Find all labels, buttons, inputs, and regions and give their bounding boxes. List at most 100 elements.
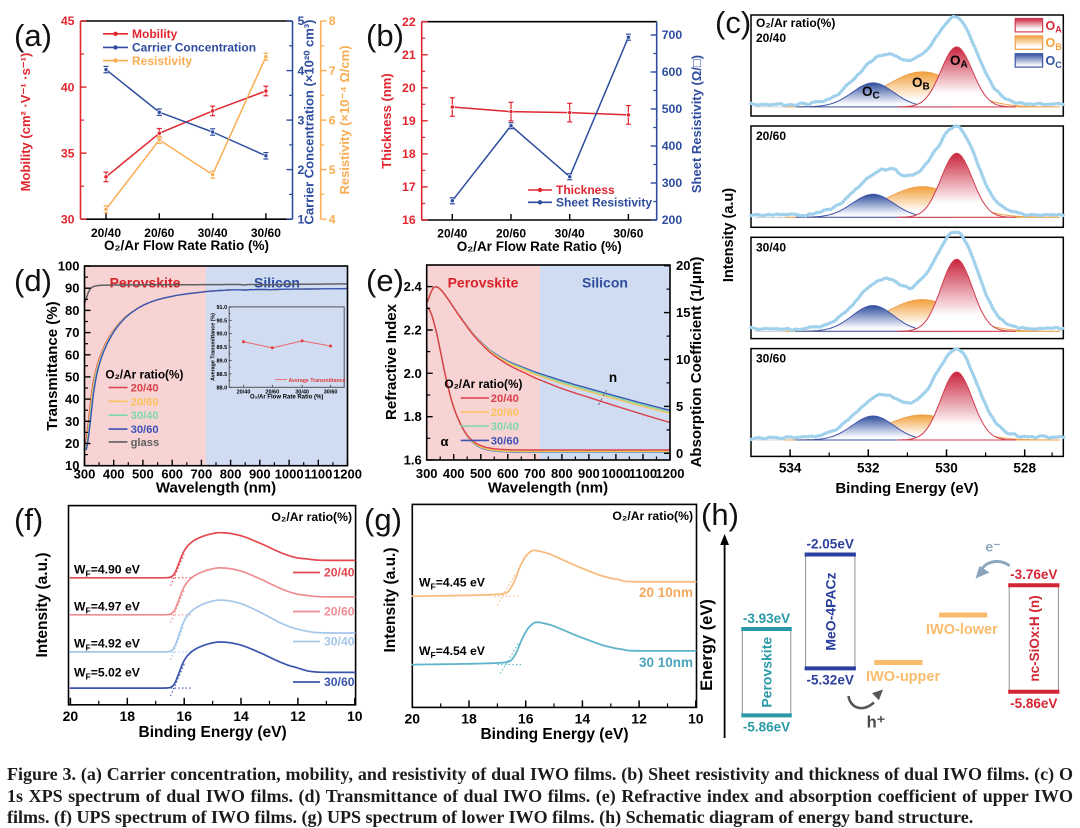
svg-text:O₂/Ar Flow Rate Ratio (%): O₂/Ar Flow Rate Ratio (%) — [104, 238, 269, 253]
svg-text:20/60: 20/60 — [131, 396, 159, 408]
svg-text:400: 400 — [443, 466, 465, 481]
svg-text:20: 20 — [676, 258, 690, 273]
svg-text:12: 12 — [290, 708, 306, 724]
svg-text:(f): (f) — [14, 502, 43, 537]
svg-text:Thickness (nm): Thickness (nm) — [379, 73, 394, 168]
svg-text:18: 18 — [461, 710, 477, 726]
svg-text:10: 10 — [65, 458, 79, 473]
svg-text:0: 0 — [676, 446, 683, 461]
svg-text:20: 20 — [402, 81, 416, 95]
svg-text:α: α — [441, 434, 449, 449]
svg-text:20/40: 20/40 — [491, 393, 519, 405]
svg-text:2.0: 2.0 — [404, 366, 422, 381]
svg-text:e⁻: e⁻ — [985, 539, 1000, 555]
svg-text:90.5: 90.5 — [216, 318, 227, 324]
svg-text:Mobility (cm² ·V⁻¹ ·s⁻¹): Mobility (cm² ·V⁻¹ ·s⁻¹) — [18, 53, 33, 192]
svg-text:700: 700 — [662, 28, 683, 42]
svg-text:10: 10 — [347, 708, 363, 724]
svg-text:2: 2 — [298, 163, 305, 177]
svg-text:-5.86eV: -5.86eV — [743, 719, 790, 734]
svg-text:700: 700 — [191, 466, 213, 481]
svg-text:Resistivity: Resistivity — [132, 54, 192, 68]
svg-text:35: 35 — [61, 146, 75, 160]
svg-text:Thickness: Thickness — [556, 183, 615, 197]
svg-text:30/40: 30/40 — [756, 240, 786, 254]
svg-text:500: 500 — [662, 102, 683, 116]
svg-text:1200: 1200 — [333, 466, 362, 481]
svg-text:14: 14 — [233, 708, 249, 724]
svg-text:20: 20 — [405, 710, 421, 726]
svg-text:(g): (g) — [364, 502, 402, 537]
svg-text:30 10nm: 30 10nm — [639, 655, 693, 670]
svg-text:nc-SiOx:H (n): nc-SiOx:H (n) — [1027, 595, 1042, 681]
svg-text:534: 534 — [779, 460, 802, 475]
svg-text:528: 528 — [1013, 460, 1036, 475]
svg-text:-3.76eV: -3.76eV — [1010, 567, 1057, 582]
svg-text:IWO-lower: IWO-lower — [926, 622, 998, 638]
svg-text:Binding Energy (eV): Binding Energy (eV) — [480, 726, 628, 743]
svg-text:WF=4.92 eV: WF=4.92 eV — [74, 637, 141, 653]
svg-text:Perovskite: Perovskite — [110, 275, 181, 291]
svg-text:1.8: 1.8 — [404, 409, 422, 424]
svg-text:O₂/Ar ratio(%): O₂/Ar ratio(%) — [612, 509, 693, 523]
svg-text:17: 17 — [402, 180, 416, 194]
svg-text:800: 800 — [220, 466, 242, 481]
svg-text:Carrier Concentration (×10²⁰ c: Carrier Concentration (×10²⁰ cm³) — [302, 20, 317, 225]
svg-text:15: 15 — [676, 305, 690, 320]
svg-text:-3.93eV: -3.93eV — [743, 611, 790, 626]
svg-text:4: 4 — [298, 64, 305, 78]
svg-text:20/40: 20/40 — [131, 383, 159, 395]
svg-text:Perovskite: Perovskite — [759, 637, 775, 708]
svg-text:70: 70 — [65, 325, 79, 340]
svg-text:900: 900 — [578, 466, 600, 481]
svg-text:30/60: 30/60 — [613, 227, 643, 241]
svg-text:O₂/Ar ratio(%): O₂/Ar ratio(%) — [444, 377, 522, 391]
svg-text:5: 5 — [676, 399, 683, 414]
svg-text:1100: 1100 — [629, 466, 657, 481]
svg-text:20/60: 20/60 — [756, 129, 786, 143]
svg-text:20: 20 — [65, 436, 79, 451]
svg-text:40: 40 — [65, 392, 79, 407]
svg-text:12: 12 — [631, 710, 647, 726]
svg-text:90: 90 — [65, 281, 79, 296]
svg-text:Mobility: Mobility — [132, 27, 178, 41]
svg-text:30/40: 30/40 — [324, 635, 355, 649]
svg-text:1: 1 — [298, 212, 305, 226]
svg-text:600: 600 — [497, 466, 519, 481]
svg-text:89.0: 89.0 — [216, 359, 227, 365]
svg-text:Silicon: Silicon — [254, 275, 300, 291]
svg-text:30/60: 30/60 — [491, 435, 519, 447]
svg-text:20/60: 20/60 — [324, 605, 355, 619]
svg-text:Refractive Index: Refractive Index — [383, 303, 400, 420]
svg-text:Resistivity (×10⁻⁴ Ω/cm): Resistivity (×10⁻⁴ Ω/cm) — [337, 45, 352, 194]
svg-text:20/60: 20/60 — [265, 389, 279, 395]
svg-text:30/60: 30/60 — [131, 424, 159, 436]
svg-text:2.4: 2.4 — [404, 279, 423, 294]
svg-text:20/40: 20/40 — [324, 566, 355, 580]
svg-text:1000: 1000 — [601, 466, 630, 481]
svg-text:Intensity (a.u): Intensity (a.u) — [721, 188, 737, 282]
svg-text:Perovskite: Perovskite — [448, 275, 519, 291]
svg-text:(a): (a) — [14, 18, 52, 53]
svg-text:Intensity (a.u.): Intensity (a.u.) — [34, 552, 51, 657]
svg-text:400: 400 — [662, 139, 683, 153]
svg-text:Sheet Resistivity: Sheet Resistivity — [556, 196, 652, 210]
svg-text:16: 16 — [176, 708, 192, 724]
svg-text:20/60: 20/60 — [144, 226, 174, 240]
svg-text:1.6: 1.6 — [404, 453, 422, 468]
svg-text:Sheet Resistivity (Ω/□): Sheet Resistivity (Ω/□) — [689, 55, 704, 193]
svg-text:WF=5.02 eV: WF=5.02 eV — [74, 666, 141, 682]
svg-text:18: 18 — [402, 147, 416, 161]
svg-text:(b): (b) — [366, 18, 404, 53]
svg-text:Wavelength (nm): Wavelength (nm) — [488, 480, 608, 497]
svg-text:4: 4 — [329, 212, 336, 226]
svg-text:30/40: 30/40 — [295, 389, 309, 395]
svg-text:5: 5 — [298, 14, 305, 28]
svg-text:30/60: 30/60 — [324, 389, 338, 395]
svg-text:6: 6 — [329, 113, 336, 127]
svg-text:20/40: 20/40 — [91, 226, 121, 240]
svg-text:30/60: 30/60 — [756, 352, 786, 366]
svg-text:Binding Energy (eV): Binding Energy (eV) — [835, 480, 978, 497]
svg-text:10: 10 — [676, 352, 690, 367]
svg-text:WF=4.97 eV: WF=4.97 eV — [74, 600, 141, 616]
